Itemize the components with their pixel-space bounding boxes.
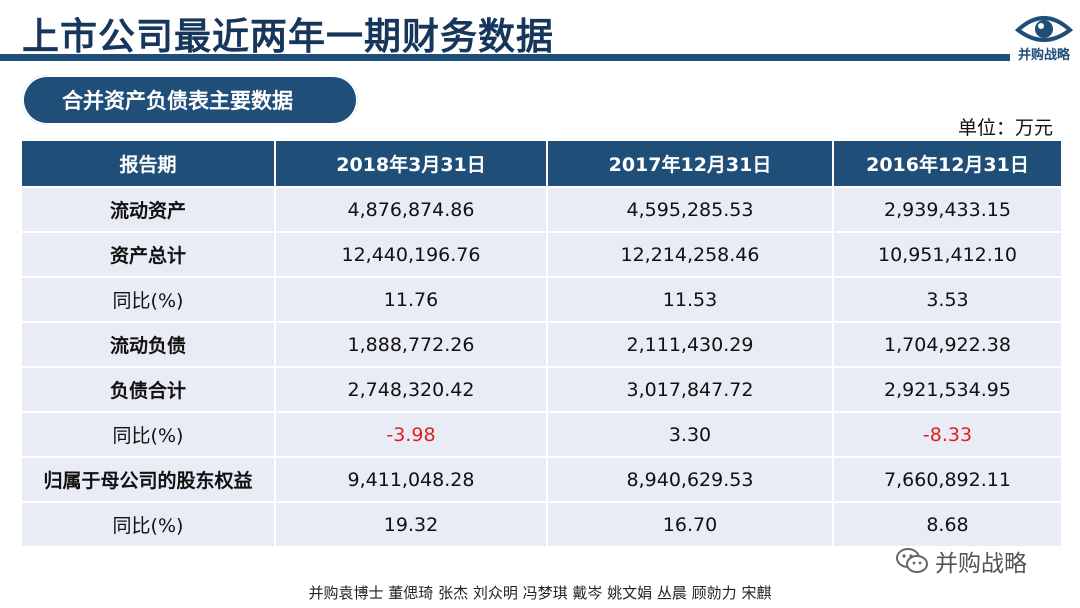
row-label: 流动资产: [22, 186, 276, 232]
row-label: 归属于母公司的股东权益: [22, 456, 276, 502]
value-cell: 2,748,320.42: [275, 366, 548, 412]
value-cell: 3.53: [833, 276, 1061, 322]
value-cell: 4,876,874.86: [275, 186, 548, 232]
row-label: 同比(%): [22, 276, 276, 322]
value-cell: 2,921,534.95: [833, 366, 1061, 412]
table-row: 同比(%) 11.76 11.53 3.53: [22, 276, 1061, 322]
value-cell: 2,939,433.15: [833, 186, 1061, 232]
value-cell: 8.68: [833, 501, 1061, 546]
table-header-row: 报告期 2018年3月31日 2017年12月31日 2016年12月31日: [22, 141, 1061, 187]
value-cell: 8,940,629.53: [547, 456, 834, 502]
value-cell: 2,111,430.29: [547, 321, 834, 367]
row-label: 资产总计: [22, 231, 276, 277]
table-row: 负债合计 2,748,320.42 3,017,847.72 2,921,534.95: [22, 366, 1061, 412]
table-row: 流动负债 1,888,772.26 2,111,430.29 1,704,922.38: [22, 321, 1061, 367]
value-cell: -3.98: [275, 411, 548, 457]
page-title: 上市公司最近两年一期财务数据: [22, 15, 554, 58]
balance-sheet-table: 报告期 2018年3月31日 2017年12月31日 2016年12月31日 流…: [22, 141, 1061, 546]
table-row: 同比(%) -3.98 3.30 -8.33: [22, 411, 1061, 457]
value-cell: 11.76: [275, 276, 548, 322]
value-cell: 1,704,922.38: [833, 321, 1061, 367]
value-cell: 3.30: [547, 411, 834, 457]
table-row: 资产总计 12,440,196.76 12,214,258.46 10,951,412…: [22, 231, 1061, 277]
eye-logo-icon: [1014, 16, 1074, 42]
value-cell: 9,411,048.28: [275, 456, 548, 502]
row-label: 负债合计: [22, 366, 276, 412]
value-cell: 10,951,412.10: [833, 231, 1061, 277]
value-cell: 12,214,258.46: [547, 231, 834, 277]
value-cell: 11.53: [547, 276, 834, 322]
header-cell: 2016年12月31日: [833, 141, 1061, 187]
table-row: 同比(%) 19.32 16.70 8.68: [22, 501, 1061, 546]
value-cell: 7,660,892.11: [833, 456, 1061, 502]
header-cell: 报告期: [22, 141, 276, 187]
wechat-icon: [896, 548, 928, 573]
header-cell: 2018年3月31日: [275, 141, 548, 187]
value-cell: -8.33: [833, 411, 1061, 457]
section-label: 合并资产负债表主要数据: [22, 75, 358, 125]
row-label: 同比(%): [22, 411, 276, 457]
header-cell: 2017年12月31日: [547, 141, 834, 187]
row-label: 同比(%): [22, 501, 276, 546]
value-cell: 3,017,847.72: [547, 366, 834, 412]
watermark: 并购战略: [895, 544, 1027, 578]
watermark-text: 并购战略: [935, 551, 1027, 577]
logo-text: 并购战略: [1017, 48, 1070, 63]
table-row: 归属于母公司的股东权益 9,411,048.28 8,940,629.53 7,660…: [22, 456, 1061, 502]
section-label-text: 合并资产负债表主要数据: [62, 89, 293, 113]
table-row: 流动资产 4,876,874.86 4,595,285.53 2,939,433.15: [22, 186, 1061, 232]
title-divider: [0, 54, 1010, 61]
unit-label: 单位：万元: [958, 117, 1054, 139]
row-label: 流动负债: [22, 321, 276, 367]
value-cell: 16.70: [547, 501, 834, 546]
value-cell: 12,440,196.76: [275, 231, 548, 277]
value-cell: 19.32: [275, 501, 548, 546]
footer-credits: 并购袁博士 董偲琦 张杰 刘众明 冯梦琪 戴岑 姚文娟 丛晨 顾勍力 宋麒: [308, 584, 772, 602]
value-cell: 1,888,772.26: [275, 321, 548, 367]
value-cell: 4,595,285.53: [547, 186, 834, 232]
